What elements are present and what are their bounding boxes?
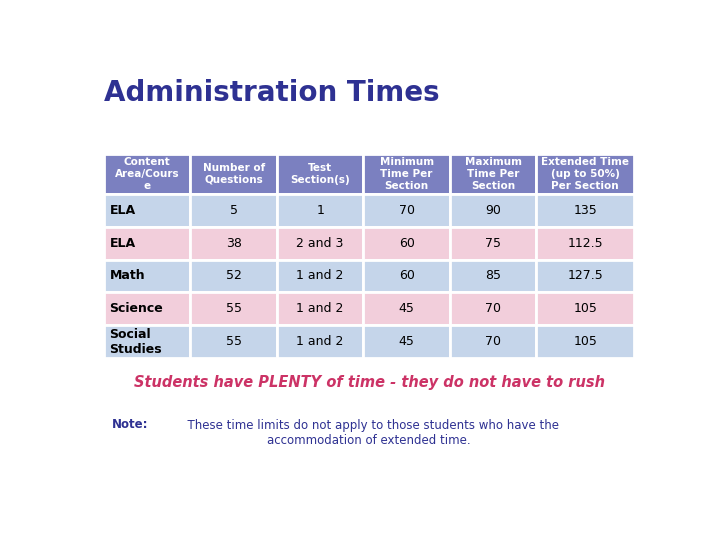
Text: Maximum
Time Per
Section: Maximum Time Per Section [464,158,522,191]
FancyBboxPatch shape [364,194,450,227]
Text: Science: Science [109,302,163,315]
Text: 105: 105 [573,335,597,348]
Text: 55: 55 [225,302,242,315]
Text: 90: 90 [485,204,501,217]
FancyBboxPatch shape [104,260,190,292]
FancyBboxPatch shape [364,260,450,292]
FancyBboxPatch shape [450,260,536,292]
FancyBboxPatch shape [104,227,190,260]
FancyBboxPatch shape [536,260,634,292]
FancyBboxPatch shape [277,194,364,227]
FancyBboxPatch shape [450,154,536,194]
Text: Minimum
Time Per
Section: Minimum Time Per Section [379,158,433,191]
Text: 75: 75 [485,237,501,249]
Text: Administration Times: Administration Times [104,79,440,107]
Text: 1 and 2: 1 and 2 [297,302,344,315]
Text: Test
Section(s): Test Section(s) [290,163,350,185]
FancyBboxPatch shape [364,154,450,194]
Text: 127.5: 127.5 [567,269,603,282]
FancyBboxPatch shape [190,325,277,358]
FancyBboxPatch shape [190,227,277,260]
FancyBboxPatch shape [536,227,634,260]
FancyBboxPatch shape [536,194,634,227]
FancyBboxPatch shape [364,325,450,358]
Text: 135: 135 [573,204,597,217]
FancyBboxPatch shape [536,325,634,358]
Text: Students have PLENTY of time - they do not have to rush: Students have PLENTY of time - they do n… [133,375,605,390]
FancyBboxPatch shape [104,194,190,227]
Text: Extended Time
(up to 50%)
Per Section: Extended Time (up to 50%) Per Section [541,158,629,191]
Text: 70: 70 [399,204,415,217]
Text: 1: 1 [316,204,324,217]
FancyBboxPatch shape [277,292,364,325]
Text: 38: 38 [226,237,242,249]
Text: 85: 85 [485,269,501,282]
Text: 45: 45 [399,335,415,348]
FancyBboxPatch shape [190,260,277,292]
Text: 105: 105 [573,302,597,315]
FancyBboxPatch shape [277,227,364,260]
Text: 70: 70 [485,302,501,315]
Text: Math: Math [109,269,145,282]
Text: 112.5: 112.5 [567,237,603,249]
FancyBboxPatch shape [450,227,536,260]
FancyBboxPatch shape [104,154,190,194]
FancyBboxPatch shape [536,292,634,325]
Text: 60: 60 [399,237,415,249]
Text: 2 and 3: 2 and 3 [297,237,344,249]
FancyBboxPatch shape [364,227,450,260]
Text: 5: 5 [230,204,238,217]
Text: Number of
Questions: Number of Questions [202,163,265,185]
FancyBboxPatch shape [190,154,277,194]
Text: 52: 52 [226,269,242,282]
FancyBboxPatch shape [104,292,190,325]
Text: 1 and 2: 1 and 2 [297,269,344,282]
Text: 45: 45 [399,302,415,315]
Text: ELA: ELA [109,204,135,217]
FancyBboxPatch shape [536,154,634,194]
Text: 60: 60 [399,269,415,282]
FancyBboxPatch shape [450,194,536,227]
FancyBboxPatch shape [104,325,190,358]
FancyBboxPatch shape [450,292,536,325]
Text: ELA: ELA [109,237,135,249]
Text: Note:: Note: [112,418,149,431]
FancyBboxPatch shape [190,194,277,227]
Text: Social
Studies: Social Studies [109,328,162,355]
FancyBboxPatch shape [450,325,536,358]
FancyBboxPatch shape [277,260,364,292]
FancyBboxPatch shape [190,292,277,325]
FancyBboxPatch shape [277,325,364,358]
Text: 1 and 2: 1 and 2 [297,335,344,348]
FancyBboxPatch shape [364,292,450,325]
FancyBboxPatch shape [277,154,364,194]
Text: Content
Area/Cours
e: Content Area/Cours e [115,158,179,191]
Text: 70: 70 [485,335,501,348]
Text: 55: 55 [225,335,242,348]
Text: These time limits do not apply to those students who have the
accommodation of e: These time limits do not apply to those … [179,419,559,447]
